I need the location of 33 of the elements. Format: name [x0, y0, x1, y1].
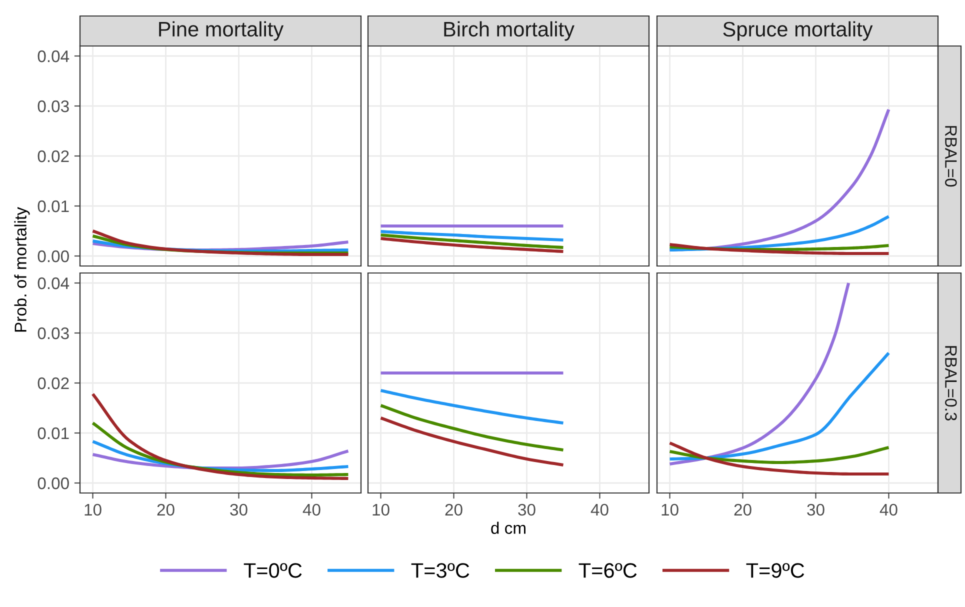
- x-tick-label: 30: [518, 504, 536, 516]
- x-tick-label: 10: [662, 504, 678, 516]
- legend-label: T=6ºC: [578, 563, 637, 578]
- x-tick-label: 20: [445, 504, 462, 516]
- y-tick-label: 0.03: [38, 327, 69, 340]
- x-tick-label: 30: [230, 504, 248, 516]
- x-tick-label: 30: [807, 504, 824, 516]
- x-tick-label: 40: [302, 504, 320, 516]
- x-tick-label: 20: [157, 504, 174, 516]
- y-tick-label: 0.02: [38, 150, 69, 162]
- x-tick-label: 10: [372, 504, 390, 516]
- y-axis-title: Prob. of mortality: [14, 207, 30, 332]
- legend-label: T=9ºC: [746, 563, 804, 578]
- x-tick-label: 40: [590, 504, 608, 516]
- legend-label: T=0ºC: [244, 563, 302, 578]
- y-tick-label: 0.03: [38, 100, 69, 112]
- chart-title: Pine mortality: [159, 21, 284, 41]
- text: RBAL=0.3: [945, 346, 957, 420]
- y-tick-label: 0.00: [38, 477, 69, 490]
- y-tick-label: 0.01: [38, 427, 69, 440]
- y-tick-label: 0.02: [38, 377, 69, 390]
- y-tick-label: 0.00: [38, 250, 69, 262]
- y-tick-label: 0.04: [38, 277, 70, 290]
- chart-title: Spruce mortality: [723, 21, 873, 41]
- x-tick-label: 10: [84, 504, 102, 516]
- y-tick-label: 0.04: [38, 50, 70, 62]
- x-tick-label: 40: [880, 504, 898, 516]
- text: RBAL=0: [945, 126, 957, 187]
- x-tick-label: 20: [734, 504, 752, 516]
- x-axis-title: d cm: [491, 522, 526, 534]
- legend-label: T=3ºC: [411, 563, 470, 578]
- y-tick-label: 0.01: [38, 200, 69, 212]
- chart-title: Birch mortality: [444, 21, 574, 41]
